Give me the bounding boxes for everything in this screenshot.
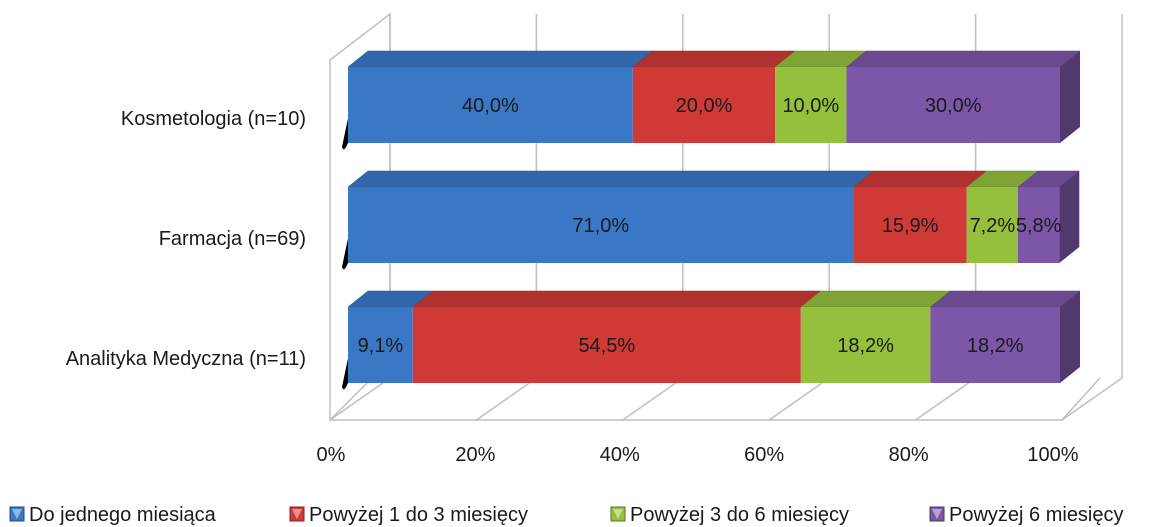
bars: [342, 50, 1081, 390]
data-label: 18,2%: [837, 335, 894, 357]
legend-label: Do jednego miesiąca: [29, 504, 217, 526]
data-label: 40,0%: [462, 95, 519, 117]
bar-segment-top: [929, 290, 1081, 308]
gridline-floor: [475, 377, 537, 421]
bar-segment-top: [800, 290, 952, 308]
bar-segment: [348, 307, 413, 383]
x-tick-label: 80%: [889, 444, 929, 466]
data-label: 71,0%: [572, 215, 629, 237]
data-label: 10,0%: [782, 95, 839, 117]
legend-label: Powyżej 1 do 3 miesięcy: [309, 504, 528, 526]
x-tick-label: 60%: [744, 444, 784, 466]
bar-segment: [1017, 187, 1060, 263]
x-axis-tick-labels: 0% 20% 40% 60% 80% 100%: [317, 444, 1079, 466]
bar-segment: [853, 187, 967, 263]
bar-segment: [775, 67, 847, 143]
x-tick-label: 100%: [1027, 444, 1078, 466]
data-label: 9,1%: [358, 335, 404, 357]
x-tick-label: 20%: [455, 444, 495, 466]
bar-segment-side: [1059, 171, 1080, 263]
x-tick-label: 0%: [317, 444, 346, 466]
legend: Do jednego miesiąca Powyżej 1 do 3 miesię…: [9, 504, 1124, 526]
category-label: Kosmetologia (n=10): [121, 108, 306, 130]
data-label: 15,9%: [882, 215, 939, 237]
bar-segment: [846, 67, 1060, 143]
floor-edge: [330, 377, 1101, 421]
legend-swatch-highlight: [932, 509, 942, 519]
legend-swatch-highlight: [12, 509, 22, 519]
bar-segment: [632, 67, 776, 143]
bar-segment-top: [852, 170, 988, 188]
gridline-floor: [768, 377, 830, 421]
bar-segment-side: [1060, 51, 1080, 143]
gridline-floor: [1061, 377, 1123, 421]
legend-swatch-highlight: [613, 509, 623, 519]
data-labels: 40,0% 20,0% 10,0% 30,0% 71,0% 15,9% 7,2% 5,8% 9,…: [358, 95, 1062, 357]
bar-segment-top: [632, 50, 796, 68]
bar-segment-side: [1060, 291, 1080, 383]
category-label: Analityka Medyczna (n=11): [66, 348, 306, 370]
data-label: 30,0%: [925, 95, 982, 117]
bar-segment: [800, 307, 931, 383]
bar-segment-top: [347, 170, 875, 188]
gridline-floor: [915, 377, 977, 421]
bar-segment-top: [412, 290, 822, 308]
category-labels: Kosmetologia (n=10) Farmacja (n=69) Analit…: [66, 108, 306, 370]
gridline-floor: [329, 377, 391, 421]
data-label: 54,5%: [578, 335, 635, 357]
bar-segment-top: [845, 50, 1081, 68]
data-label: 7,2%: [970, 215, 1016, 237]
legend-label: Powyżej 3 do 6 miesięcy: [630, 504, 849, 526]
x-tick-label: 40%: [600, 444, 640, 466]
bar-segment: [966, 187, 1018, 263]
data-label: 18,2%: [967, 335, 1024, 357]
bar-segment: [348, 67, 633, 143]
bar-segment-top: [347, 50, 654, 68]
bar-segment: [930, 307, 1060, 383]
gridline-floor: [622, 377, 684, 421]
bar-segment: [412, 307, 801, 383]
category-label: Farmacja (n=69): [159, 228, 306, 250]
data-label: 5,8%: [1016, 215, 1062, 237]
data-label: 20,0%: [676, 95, 733, 117]
legend-label: Powyżej 6 miesięcy: [949, 504, 1124, 526]
bar-segment: [348, 187, 854, 263]
legend-swatch-highlight: [292, 509, 302, 519]
